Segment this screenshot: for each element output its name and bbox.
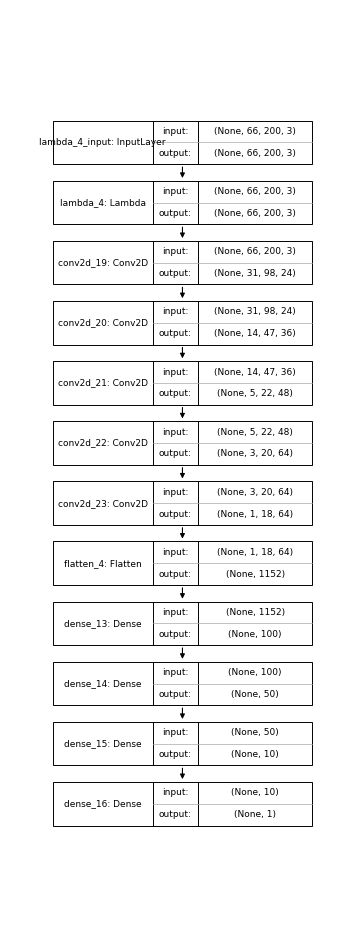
Text: (None, 50): (None, 50)	[231, 729, 279, 737]
Text: (None, 5, 22, 48): (None, 5, 22, 48)	[217, 389, 293, 398]
Text: (None, 1152): (None, 1152)	[225, 608, 285, 617]
Text: (None, 66, 200, 3): (None, 66, 200, 3)	[214, 149, 296, 158]
Bar	[53, 661, 312, 705]
Text: lambda_4: Lambda: lambda_4: Lambda	[60, 198, 146, 207]
Text: (None, 66, 200, 3): (None, 66, 200, 3)	[214, 248, 296, 256]
Text: input:: input:	[162, 307, 189, 317]
Text: (None, 10): (None, 10)	[231, 788, 279, 798]
Text: output:: output:	[159, 570, 192, 579]
Text: (None, 66, 200, 3): (None, 66, 200, 3)	[214, 127, 296, 136]
Text: output:: output:	[159, 510, 192, 518]
Text: conv2d_21: Conv2D: conv2d_21: Conv2D	[58, 378, 148, 388]
Text: input:: input:	[162, 729, 189, 737]
Text: output:: output:	[159, 750, 192, 759]
Text: output:: output:	[159, 149, 192, 158]
Text: output:: output:	[159, 209, 192, 218]
Bar	[53, 421, 312, 465]
Text: (None, 3, 20, 64): (None, 3, 20, 64)	[217, 449, 293, 459]
Text: dense_13: Dense: dense_13: Dense	[64, 619, 142, 628]
Text: input:: input:	[162, 788, 189, 798]
Text: input:: input:	[162, 127, 189, 136]
Text: input:: input:	[162, 488, 189, 497]
Text: flatten_4: Flatten: flatten_4: Flatten	[64, 559, 142, 568]
Text: (None, 14, 47, 36): (None, 14, 47, 36)	[214, 329, 296, 338]
Bar	[53, 241, 312, 285]
Text: output:: output:	[159, 630, 192, 639]
Text: (None, 1152): (None, 1152)	[225, 570, 285, 579]
Text: input:: input:	[162, 368, 189, 376]
Text: conv2d_22: Conv2D: conv2d_22: Conv2D	[58, 439, 148, 447]
Text: (None, 1): (None, 1)	[234, 810, 276, 819]
Bar	[53, 181, 312, 224]
Bar	[53, 481, 312, 525]
Bar	[53, 601, 312, 645]
Text: output:: output:	[159, 690, 192, 699]
Text: output:: output:	[159, 389, 192, 398]
Text: (None, 31, 98, 24): (None, 31, 98, 24)	[214, 307, 296, 317]
Text: (None, 1, 18, 64): (None, 1, 18, 64)	[217, 548, 293, 557]
Text: input:: input:	[162, 548, 189, 557]
Text: (None, 31, 98, 24): (None, 31, 98, 24)	[214, 269, 296, 278]
Bar	[53, 542, 312, 585]
Text: (None, 5, 22, 48): (None, 5, 22, 48)	[217, 428, 293, 437]
Bar	[53, 722, 312, 765]
Text: dense_14: Dense: dense_14: Dense	[64, 679, 141, 688]
Text: (None, 100): (None, 100)	[228, 668, 282, 677]
Text: output:: output:	[159, 329, 192, 338]
Bar	[53, 301, 312, 345]
Text: input:: input:	[162, 187, 189, 196]
Text: input:: input:	[162, 248, 189, 256]
Text: (None, 100): (None, 100)	[228, 630, 282, 639]
Text: (None, 1, 18, 64): (None, 1, 18, 64)	[217, 510, 293, 518]
Text: input:: input:	[162, 608, 189, 617]
Text: dense_16: Dense: dense_16: Dense	[64, 800, 142, 808]
Text: conv2d_23: Conv2D: conv2d_23: Conv2D	[58, 499, 148, 508]
Text: lambda_4_input: InputLayer: lambda_4_input: InputLayer	[40, 138, 166, 147]
Text: (None, 14, 47, 36): (None, 14, 47, 36)	[214, 368, 296, 376]
Bar	[53, 782, 312, 826]
Text: (None, 10): (None, 10)	[231, 750, 279, 759]
Text: conv2d_20: Conv2D: conv2d_20: Conv2D	[58, 318, 148, 327]
Text: input:: input:	[162, 668, 189, 677]
Bar	[53, 120, 312, 164]
Text: dense_15: Dense: dense_15: Dense	[64, 739, 142, 748]
Text: output:: output:	[159, 810, 192, 819]
Bar	[53, 361, 312, 404]
Text: input:: input:	[162, 428, 189, 437]
Text: (None, 50): (None, 50)	[231, 690, 279, 699]
Text: (None, 66, 200, 3): (None, 66, 200, 3)	[214, 209, 296, 218]
Text: (None, 3, 20, 64): (None, 3, 20, 64)	[217, 488, 293, 497]
Text: output:: output:	[159, 269, 192, 278]
Text: conv2d_19: Conv2D: conv2d_19: Conv2D	[58, 258, 148, 267]
Text: (None, 66, 200, 3): (None, 66, 200, 3)	[214, 187, 296, 196]
Text: output:: output:	[159, 449, 192, 459]
